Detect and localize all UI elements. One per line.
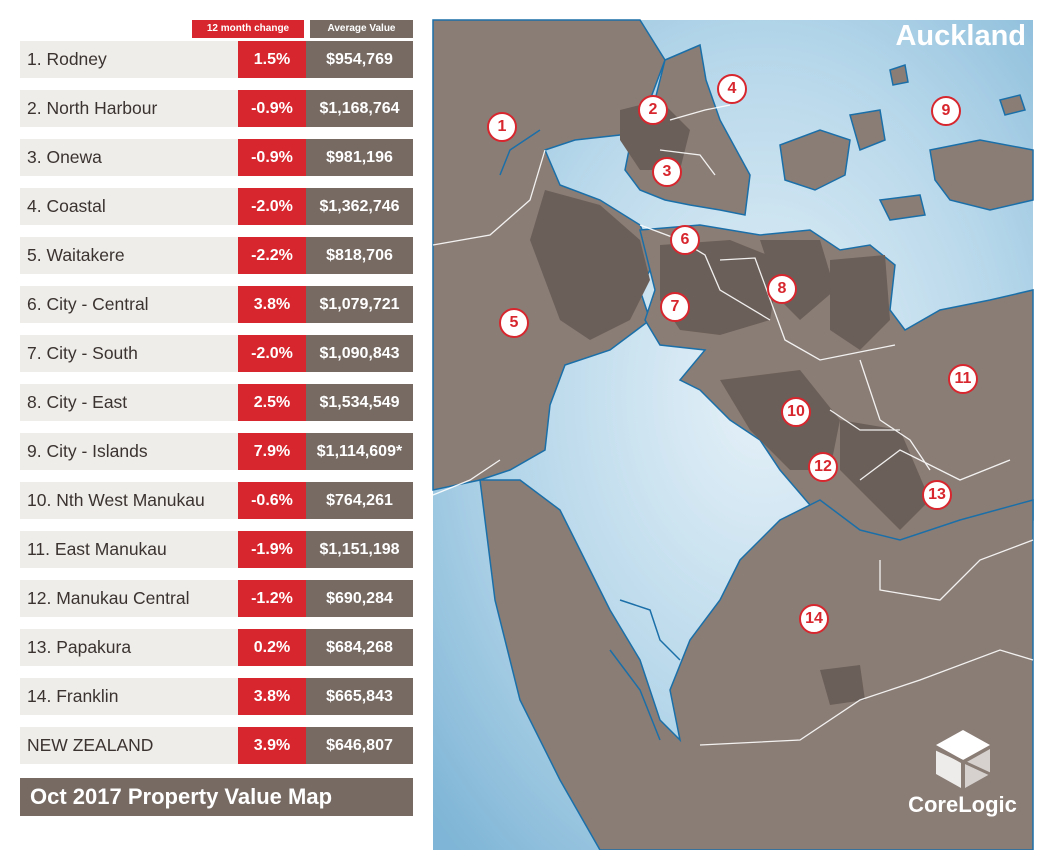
map-badge-14: 14 [799, 604, 829, 634]
region-change: 2.5% [238, 384, 306, 421]
table-row: 13. Papakura 0.2% $684,268 [20, 629, 413, 666]
region-name: 14. Franklin [20, 678, 238, 715]
table-row-national: NEW ZEALAND 3.9% $646,807 [20, 727, 413, 764]
cube-logo-icon [935, 730, 991, 788]
map-badge-11: 11 [948, 364, 978, 394]
map-badge-10: 10 [781, 397, 811, 427]
region-change: -1.9% [238, 531, 306, 568]
table-row: 9. City - Islands 7.9% $1,114,609* [20, 433, 413, 470]
land-south [479, 479, 1034, 850]
region-name: 3. Onewa [20, 139, 238, 176]
region-name: 9. City - Islands [20, 433, 238, 470]
table-row: 3. Onewa -0.9% $981,196 [20, 139, 413, 176]
map-badge-6: 6 [670, 225, 700, 255]
region-change: -0.9% [238, 90, 306, 127]
region-average: $665,843 [306, 678, 413, 715]
map-badge-3: 3 [652, 157, 682, 187]
table-row: 5. Waitakere -2.2% $818,706 [20, 237, 413, 274]
table-row: 2. North Harbour -0.9% $1,168,764 [20, 90, 413, 127]
brand-name: CoreLogic [908, 792, 1017, 817]
brand-logo: CoreLogic [900, 728, 1025, 823]
region-change: 0.2% [238, 629, 306, 666]
region-change: 3.8% [238, 678, 306, 715]
map-badge-2: 2 [638, 95, 668, 125]
map-title-bar: Oct 2017 Property Value Map [20, 778, 413, 816]
table-row: 7. City - South -2.0% $1,090,843 [20, 335, 413, 372]
region-average: $764,261 [306, 482, 413, 519]
region-average: $954,769 [306, 41, 413, 78]
region-change: -2.0% [238, 188, 306, 225]
urban-areas [530, 100, 930, 705]
average-column-header: Average Value [310, 20, 413, 38]
region-name: 13. Papakura [20, 629, 238, 666]
region-name: 5. Waitakere [20, 237, 238, 274]
region-change: -1.2% [238, 580, 306, 617]
region-average: $1,079,721 [306, 286, 413, 323]
region-change: -2.2% [238, 237, 306, 274]
region-change: -0.6% [238, 482, 306, 519]
rivers [499, 129, 681, 741]
region-average: $1,362,746 [306, 188, 413, 225]
region-average: $684,268 [306, 629, 413, 666]
table-row: 10. Nth West Manukau -0.6% $764,261 [20, 482, 413, 519]
legend-panel: 12 month change Average Value 1. Rodney … [0, 0, 430, 850]
region-name: 1. Rodney [20, 41, 238, 78]
region-name: 2. North Harbour [20, 90, 238, 127]
islands [779, 64, 1034, 221]
region-name: 10. Nth West Manukau [20, 482, 238, 519]
table-row: 1. Rodney 1.5% $954,769 [20, 41, 413, 78]
map-badge-9: 9 [931, 96, 961, 126]
region-name: 8. City - East [20, 384, 238, 421]
table-row: 6. City - Central 3.8% $1,079,721 [20, 286, 413, 323]
map-badge-4: 4 [717, 74, 747, 104]
table-row: 8. City - East 2.5% $1,534,549 [20, 384, 413, 421]
region-average: $1,114,609* [306, 433, 413, 470]
region-average: $1,534,549 [306, 384, 413, 421]
map-badge-5: 5 [499, 308, 529, 338]
region-average: $1,168,764 [306, 90, 413, 127]
region-name: 6. City - Central [20, 286, 238, 323]
region-change: 3.9% [238, 727, 306, 764]
map-badge-8: 8 [767, 274, 797, 304]
table-row: 12. Manukau Central -1.2% $690,284 [20, 580, 413, 617]
region-average: $690,284 [306, 580, 413, 617]
region-change: 3.8% [238, 286, 306, 323]
map-badge-13: 13 [922, 480, 952, 510]
region-average: $646,807 [306, 727, 413, 764]
table-row: 4. Coastal -2.0% $1,362,746 [20, 188, 413, 225]
table-row: 11. East Manukau -1.9% $1,151,198 [20, 531, 413, 568]
region-name: 4. Coastal [20, 188, 238, 225]
region-change: 1.5% [238, 41, 306, 78]
region-average: $818,706 [306, 237, 413, 274]
region-name: 7. City - South [20, 335, 238, 372]
region-boundaries [432, 104, 1034, 746]
region-name: 12. Manukau Central [20, 580, 238, 617]
region-name: 11. East Manukau [20, 531, 238, 568]
map-badge-1: 1 [487, 112, 517, 142]
region-change: 7.9% [238, 433, 306, 470]
region-average: $1,151,198 [306, 531, 413, 568]
region-name: NEW ZEALAND [20, 727, 238, 764]
region-change: -2.0% [238, 335, 306, 372]
map-badge-7: 7 [660, 292, 690, 322]
map-badge-12: 12 [808, 452, 838, 482]
table-row: 14. Franklin 3.8% $665,843 [20, 678, 413, 715]
region-change: -0.9% [238, 139, 306, 176]
change-column-header: 12 month change [192, 20, 304, 38]
region-average: $981,196 [306, 139, 413, 176]
region-average: $1,090,843 [306, 335, 413, 372]
region-title: Auckland [895, 20, 1026, 52]
